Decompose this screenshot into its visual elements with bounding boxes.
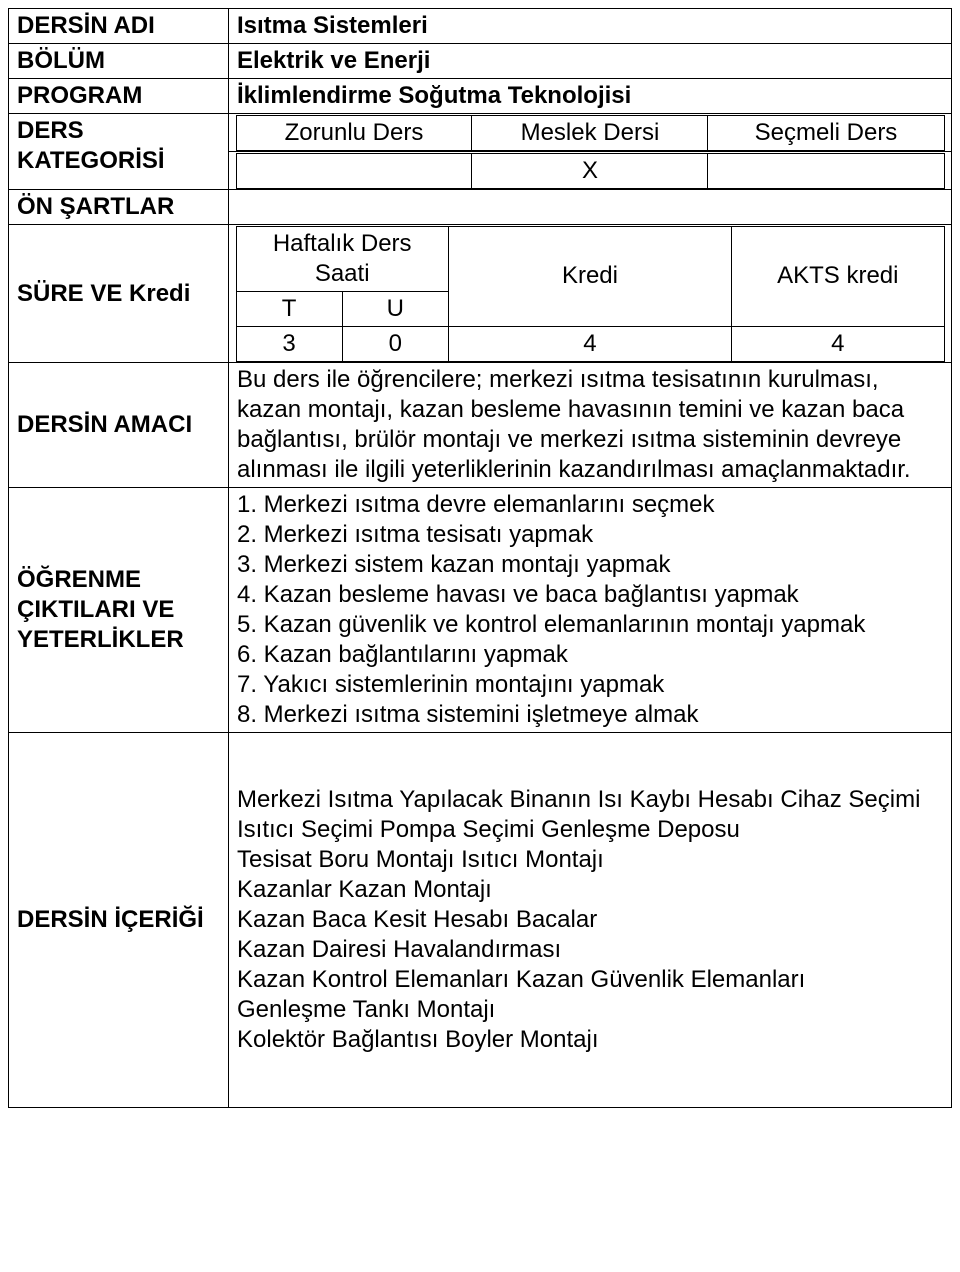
label-ders-kategorisi: DERS KATEGORİSİ [9, 114, 229, 190]
label-sure-kredi: SÜRE VE Kredi [9, 225, 229, 363]
icerik-item: Kazan Dairesi Havalandırması [237, 935, 943, 965]
akts-label: AKTS kredi [732, 226, 944, 326]
kategori-header-0: Zorunlu Ders [236, 115, 472, 150]
row-dersin-amaci: DERSİN AMACI Bu ders ile öğrencilere; me… [9, 363, 952, 488]
kategori-marks: X [229, 152, 952, 190]
row-dersin-adi: DERSİN ADI Isıtma Sistemleri [9, 9, 952, 44]
ciktilar-item: 5. Kazan güvenlik ve kontrol elemanların… [237, 610, 943, 640]
ciktilar-list: 1. Merkezi ısıtma devre elemanlarını seç… [237, 490, 943, 730]
kategori-header-2: Seçmeli Ders [708, 115, 944, 150]
icerik-item: Kolektör Bağlantısı Boyler Montajı [237, 1025, 943, 1055]
row-sure-kredi: SÜRE VE Kredi Haftalık Ders Saati Kredi … [9, 225, 952, 363]
value-ogrenme-ciktilari: 1. Merkezi ısıtma devre elemanlarını seç… [229, 488, 952, 733]
akts-value: 4 [732, 326, 944, 361]
ciktilar-item: 7. Yakıcı sistemlerinin montajını yapmak [237, 670, 943, 700]
kategori-mark-1: X [472, 153, 708, 188]
haftalik-label: Haftalık Ders Saati [236, 226, 448, 291]
kategori-mark-2 [708, 153, 944, 188]
row-dersin-icerigi: DERSİN İÇERİĞİ Merkezi Isıtma Yapılacak … [9, 733, 952, 1108]
kredi-value: 4 [448, 326, 731, 361]
ciktilar-item: 1. Merkezi ısıtma devre elemanlarını seç… [237, 490, 943, 520]
icerik-item: Merkezi Isıtma Yapılacak Binanın Isı Kay… [237, 785, 943, 815]
kategori-mark-0 [236, 153, 472, 188]
label-on-sartlar: ÖN ŞARTLAR [9, 190, 229, 225]
icerik-list: Merkezi Isıtma Yapılacak Binanın Isı Kay… [237, 735, 943, 1105]
row-bolum: BÖLÜM Elektrik ve Enerji [9, 44, 952, 79]
label-program: PROGRAM [9, 79, 229, 114]
label-ogrenme-ciktilari: ÖĞRENME ÇIKTILARI VE YETERLİKLER [9, 488, 229, 733]
kategori-headers: Zorunlu Ders Meslek Dersi Seçmeli Ders [229, 114, 952, 152]
ciktilar-item: 6. Kazan bağlantılarını yapmak [237, 640, 943, 670]
row-ogrenme-ciktilari: ÖĞRENME ÇIKTILARI VE YETERLİKLER 1. Merk… [9, 488, 952, 733]
kredi-label: Kredi [448, 226, 731, 326]
value-on-sartlar [229, 190, 952, 225]
sure-kredi-table: Haftalık Ders Saati Kredi AKTS kredi T U… [229, 225, 952, 363]
label-dersin-amaci: DERSİN AMACI [9, 363, 229, 488]
icerik-item: Kazan Kontrol Elemanları Kazan Güvenlik … [237, 965, 943, 995]
ciktilar-item: 3. Merkezi sistem kazan montajı yapmak [237, 550, 943, 580]
label-dersin-adi: DERSİN ADI [9, 9, 229, 44]
value-dersin-icerigi: Merkezi Isıtma Yapılacak Binanın Isı Kay… [229, 733, 952, 1108]
ciktilar-item: 2. Merkezi ısıtma tesisatı yapmak [237, 520, 943, 550]
t-value: 3 [236, 326, 342, 361]
course-info-table: DERSİN ADI Isıtma Sistemleri BÖLÜM Elekt… [8, 8, 952, 1108]
icerik-item: Kazanlar Kazan Montajı [237, 875, 943, 905]
u-label: U [342, 291, 448, 326]
row-on-sartlar: ÖN ŞARTLAR [9, 190, 952, 225]
value-dersin-amaci: Bu ders ile öğrencilere; merkezi ısıtma … [229, 363, 952, 488]
icerik-item: Kazan Baca Kesit Hesabı Bacalar [237, 905, 943, 935]
ciktilar-item: 4. Kazan besleme havası ve baca bağlantı… [237, 580, 943, 610]
icerik-item: Isıtıcı Seçimi Pompa Seçimi Genleşme Dep… [237, 815, 943, 845]
icerik-item: Tesisat Boru Montajı Isıtıcı Montajı [237, 845, 943, 875]
u-value: 0 [342, 326, 448, 361]
icerik-item: Genleşme Tankı Montajı [237, 995, 943, 1025]
row-program: PROGRAM İklimlendirme Soğutma Teknolojis… [9, 79, 952, 114]
value-dersin-adi: Isıtma Sistemleri [229, 9, 952, 44]
label-dersin-icerigi: DERSİN İÇERİĞİ [9, 733, 229, 1108]
row-ders-kategorisi: DERS KATEGORİSİ Zorunlu Ders Meslek Ders… [9, 114, 952, 152]
ciktilar-item: 8. Merkezi ısıtma sistemini işletmeye al… [237, 700, 943, 730]
t-label: T [236, 291, 342, 326]
value-program: İklimlendirme Soğutma Teknolojisi [229, 79, 952, 114]
value-bolum: Elektrik ve Enerji [229, 44, 952, 79]
kategori-header-1: Meslek Dersi [472, 115, 708, 150]
label-bolum: BÖLÜM [9, 44, 229, 79]
